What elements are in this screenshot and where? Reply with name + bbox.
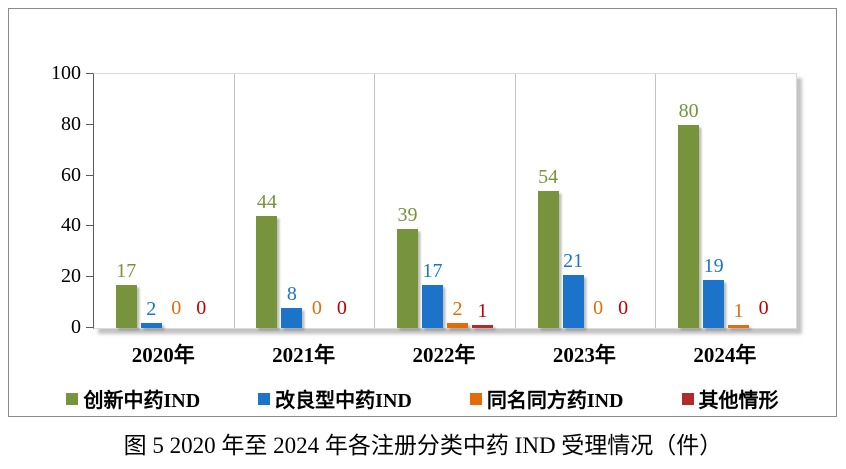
data-label: 17: [116, 259, 137, 282]
y-axis-tick: [86, 174, 93, 176]
data-label: 2: [452, 297, 463, 320]
data-label: 0: [618, 297, 629, 319]
data-label: 8: [286, 282, 297, 305]
category-group: 80 19 1 0: [655, 74, 796, 328]
bar: [728, 325, 750, 328]
bar: [140, 322, 162, 328]
bar-slot: 8: [281, 74, 303, 328]
y-axis-tick: [86, 123, 93, 125]
y-axis-tick-label: 60: [61, 163, 81, 186]
data-label: 17: [422, 259, 443, 282]
bar: [537, 190, 559, 328]
legend-label: 改良型中药IND: [275, 390, 412, 412]
data-label: 0: [593, 297, 604, 319]
data-label: 0: [196, 297, 207, 319]
y-axis-tick-label: 40: [61, 214, 81, 237]
data-label: 1: [733, 300, 744, 323]
y-axis-tick-label: 20: [61, 265, 81, 288]
data-label: 2: [146, 297, 157, 320]
x-axis-label: 2020年: [131, 343, 195, 367]
legend-label: 同名同方药IND: [486, 390, 624, 412]
data-label: 0: [758, 297, 769, 319]
bar: [396, 228, 418, 328]
bar-slot: 80: [678, 74, 700, 328]
x-axis-labels: 2020年 2021年 2022年 2023年 2024年: [93, 339, 795, 369]
bar-slot: 44: [256, 74, 278, 328]
bar: [446, 322, 468, 328]
bar-slot: 0: [331, 74, 352, 328]
legend: 创新中药IND 改良型中药IND 同名同方药IND 其他情形: [9, 384, 836, 413]
legend-item: 同名同方药IND: [469, 384, 624, 413]
bar: [703, 279, 725, 328]
bar: [562, 274, 584, 328]
bar: [281, 307, 303, 328]
legend-item: 创新中药IND: [66, 384, 200, 413]
chart-box: 100 80 60 40 20 0 17 2 0 0 44 8 0 0 39 17 2 1 54 21 0 0 80 19 1…: [8, 8, 837, 417]
bar-slot: 0: [588, 74, 609, 328]
bar-slot: 0: [306, 74, 327, 328]
x-axis-label: 2021年: [272, 343, 336, 367]
bar-slot: 2: [140, 74, 162, 328]
bar: [471, 325, 493, 328]
bar-slot: 54: [537, 74, 559, 328]
legend-swatch-icon: [681, 392, 694, 405]
legend-swatch-icon: [66, 392, 79, 405]
category-group: 54 21 0 0: [514, 74, 656, 328]
y-axis-tick: [86, 276, 93, 278]
data-label: 1: [477, 300, 488, 323]
legend-item: 其他情形: [681, 384, 779, 413]
bar-slot: 39: [396, 74, 418, 328]
data-label: 80: [678, 99, 699, 122]
bar-slot: 0: [753, 74, 774, 328]
y-axis-tick-label: 80: [61, 112, 81, 135]
y-axis-tick-label: 100: [51, 62, 81, 84]
bar-slot: 0: [613, 74, 634, 328]
data-label: 0: [336, 297, 347, 319]
chart-caption: 图 5 2020 年至 2024 年各注册分类中药 IND 受理情况（件）: [123, 433, 723, 458]
data-label: 0: [171, 297, 182, 319]
bar-slot: 1: [471, 74, 493, 328]
bar: [421, 284, 443, 328]
x-axis-label: 2023年: [552, 343, 616, 367]
bar-slot: 0: [191, 74, 212, 328]
data-label: 19: [703, 254, 724, 277]
bar-slot: 0: [166, 74, 187, 328]
bar-slot: 21: [562, 74, 584, 328]
bar-slot: 17: [421, 74, 443, 328]
y-axis-tick: [86, 225, 93, 227]
bar-slot: 2: [446, 74, 468, 328]
bar: [115, 284, 137, 328]
x-axis-label: 2024年: [693, 343, 757, 367]
category-group: 39 17 2 1: [374, 74, 515, 328]
y-axis-tick: [86, 73, 93, 74]
legend-label: 创新中药IND: [83, 390, 201, 412]
y-axis-tick: [86, 327, 93, 328]
data-label: 54: [538, 165, 559, 188]
x-axis-label: 2022年: [412, 343, 476, 367]
data-label: 21: [563, 249, 584, 272]
category-group: 44 8 0 0: [233, 74, 375, 328]
legend-item: 改良型中药IND: [258, 384, 412, 413]
data-label: 44: [256, 191, 277, 214]
legend-swatch-icon: [258, 392, 271, 405]
plot-area: 17 2 0 0 44 8 0 0 39 17 2 1 54 21 0 0 80 19 1 0: [93, 73, 797, 329]
category-group: 17 2 0 0: [94, 74, 234, 328]
legend-swatch-icon: [469, 392, 482, 405]
data-label: 0: [311, 297, 322, 319]
bar-slot: 1: [728, 74, 750, 328]
data-label: 39: [397, 203, 418, 226]
y-axis-tick-label: 0: [71, 316, 81, 338]
bar-slot: 17: [115, 74, 137, 328]
bar: [678, 124, 700, 328]
bar-slot: 19: [703, 74, 725, 328]
legend-label: 其他情形: [698, 390, 779, 412]
bar: [256, 216, 278, 328]
